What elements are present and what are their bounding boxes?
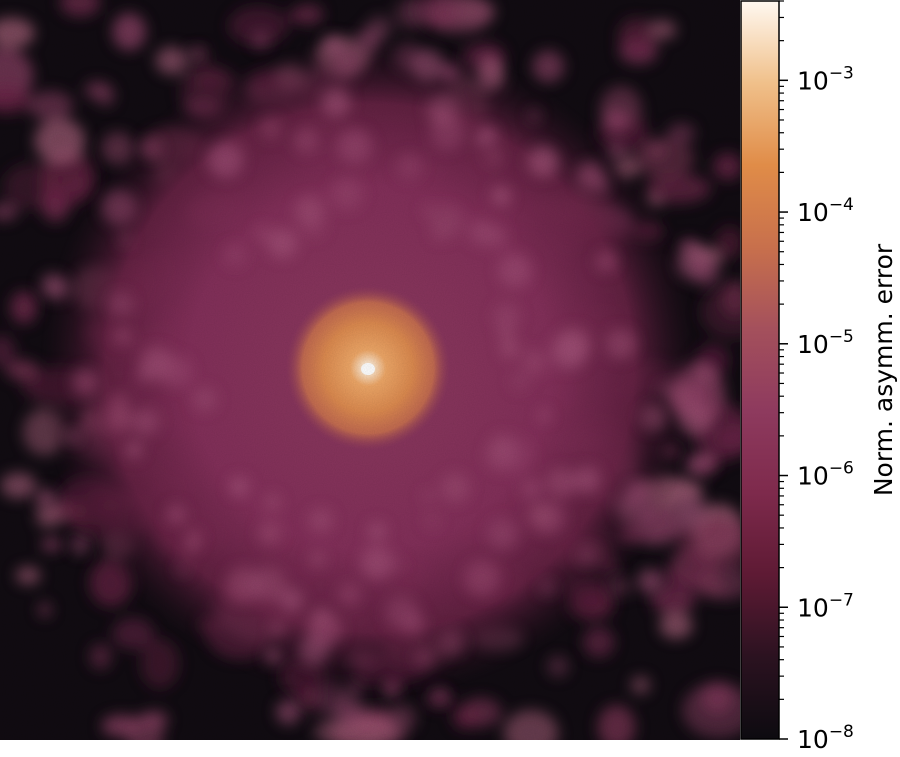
colorbar-ticks: 10−8 10−7 10−6 10−5 10−4 10−3 (779, 0, 854, 754)
colorbar-tick-label: 10−6 (797, 459, 854, 491)
colorbar-ramp (740, 0, 780, 740)
colorbar-tick-label: 10−8 (797, 722, 854, 754)
heatmap-grain (0, 0, 740, 740)
colorbar-tick-label: 10−5 (797, 327, 854, 359)
colorbar-tick-label: 10−4 (797, 195, 854, 227)
heatmap-image (0, 0, 740, 740)
colorbar-tick-label: 10−3 (797, 63, 854, 95)
colorbar: 10−8 10−7 10−6 10−5 10−4 10−3 Norm. asymm. er… (740, 0, 898, 754)
colorbar-tick-label: 10−7 (797, 590, 854, 622)
colorbar-label: Norm. asymm. error (869, 243, 898, 496)
